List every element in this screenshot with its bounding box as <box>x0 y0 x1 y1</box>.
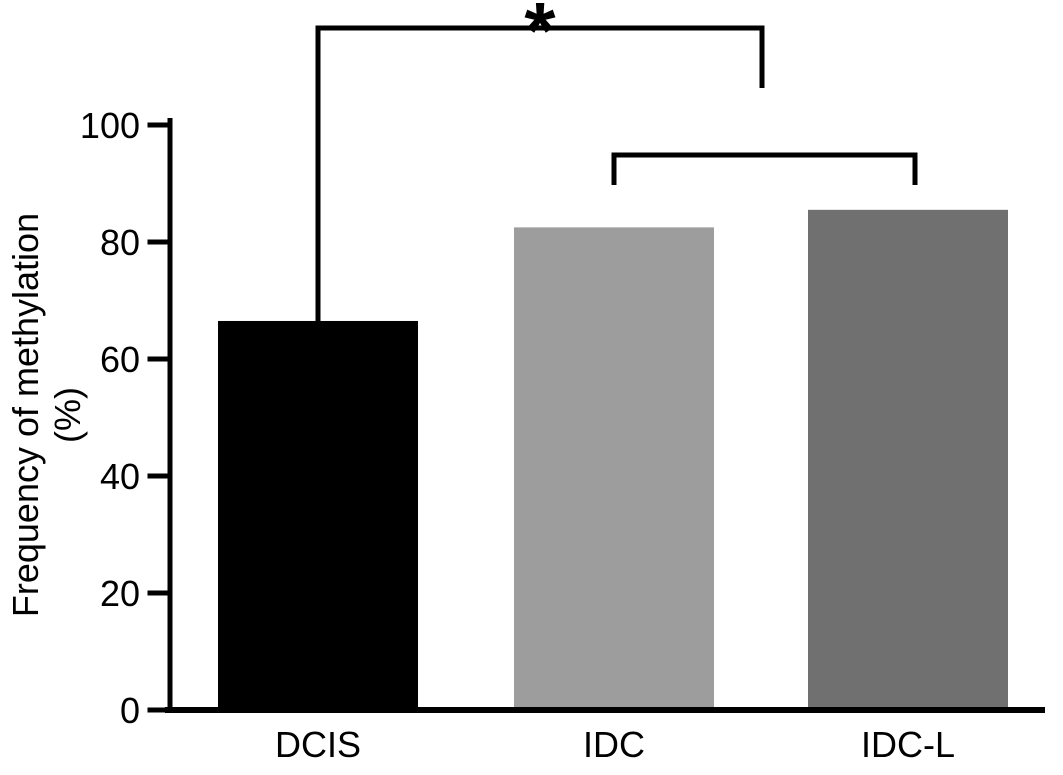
y-axis-title-line1: Frequency of methylation <box>5 213 46 617</box>
y-tick-label: 80 <box>100 222 140 263</box>
bar-idc <box>514 227 714 710</box>
significance-bracket-1 <box>315 25 765 321</box>
significance-bracket-2 <box>611 152 918 185</box>
y-tick-label: 100 <box>80 105 140 146</box>
y-tick-label: 20 <box>100 573 140 614</box>
x-category-label-idc: IDC <box>583 724 645 765</box>
y-tick-label: 0 <box>120 690 140 731</box>
y-axis-title-line2: (%) <box>47 387 88 443</box>
x-category-label-dcis: DCIS <box>275 724 361 765</box>
y-tick-label: 40 <box>100 456 140 497</box>
significance-star: * <box>524 0 556 75</box>
y-tick-label: 60 <box>100 339 140 380</box>
x-category-label-idc-l: IDC-L <box>861 724 955 765</box>
bar-dcis <box>218 320 418 710</box>
bar-idc-l <box>808 209 1008 710</box>
